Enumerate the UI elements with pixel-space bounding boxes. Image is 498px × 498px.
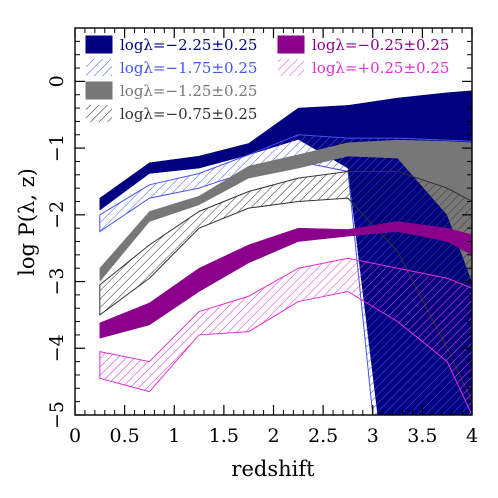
legend-swatch-log-1-25-0-25 — [85, 81, 113, 100]
y-axis-title: log P(λ, z) — [15, 168, 39, 276]
y-tick-label: −1 — [46, 134, 68, 162]
legend-swatch-log-2-25-0-25 — [85, 35, 113, 54]
x-tick-label: 2.5 — [308, 425, 338, 447]
x-axis-title: redshift — [231, 457, 315, 481]
legend-label-log-1-25-0-25: logλ=−1.25±0.25 — [120, 82, 257, 100]
x-tick-label: 4 — [466, 425, 478, 447]
legend-label-log-0-75-0-25: logλ=−0.75±0.25 — [120, 105, 257, 123]
x-tick-label: 1.5 — [209, 425, 239, 447]
y-tick-label: −5 — [46, 401, 68, 429]
legend-swatch-log-1-75-0-25 — [86, 59, 112, 76]
band-log-1-25-0-25 — [99, 139, 472, 283]
y-tick-label: −3 — [46, 268, 68, 296]
x-tick-label: 1 — [168, 425, 180, 447]
y-tick-label: −4 — [46, 334, 68, 362]
x-tick-label: 0 — [69, 425, 81, 447]
legend-label-log-1-75-0-25: logλ=−1.75±0.25 — [120, 59, 257, 77]
axis-ticks: 0 0.5 1 1.5 2 2.5 3 3.5 4 0 −1 −2 −3 −4 −5 — [46, 28, 478, 447]
legend-swatch-log-0-25-0-25 — [278, 59, 304, 76]
data-bands — [99, 90, 472, 415]
x-tick-label: 2 — [267, 425, 279, 447]
legend-swatch-log-0-25-0-25 — [277, 35, 305, 54]
legend-label-log-2-25-0-25: logλ=−2.25±0.25 — [120, 36, 257, 54]
y-tick-label: −2 — [46, 201, 68, 229]
legend: logλ=−2.25±0.25 logλ=−0.25±0.25 logλ=−1.75… — [85, 35, 449, 123]
y-tick-label: 0 — [46, 75, 68, 87]
legend-swatch-log-0-75-0-25 — [86, 105, 112, 122]
x-tick-label: 3 — [367, 425, 379, 447]
legend-label-log-0-25-0-25: logλ=−0.25±0.25 — [312, 36, 449, 54]
band-log-0-25-0-25 — [99, 221, 472, 339]
x-tick-label: 3.5 — [407, 425, 437, 447]
x-tick-label: 0.5 — [110, 425, 140, 447]
legend-label-log-0-25-0-25: logλ=+0.25±0.25 — [312, 59, 449, 77]
band-log-0-25-0-25 — [99, 257, 472, 415]
